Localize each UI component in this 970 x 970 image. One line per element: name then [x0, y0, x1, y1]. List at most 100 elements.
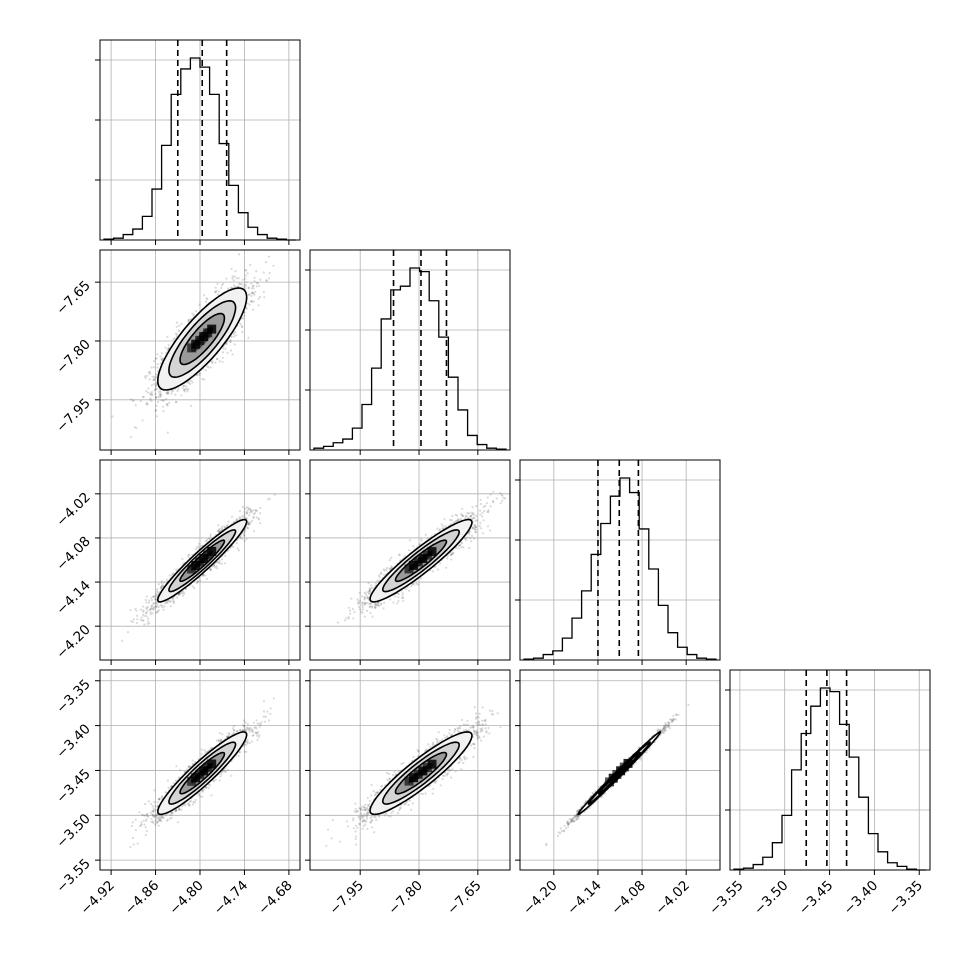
- sample-point: [144, 376, 147, 379]
- sample-point: [159, 395, 162, 398]
- sample-point: [250, 282, 253, 285]
- sample-point: [241, 537, 244, 540]
- sample-point: [143, 623, 146, 626]
- sample-point: [147, 620, 150, 623]
- sample-point: [249, 509, 253, 512]
- sample-point: [265, 279, 269, 282]
- sample-point: [142, 613, 145, 616]
- sample-point: [172, 597, 175, 601]
- sample-point: [234, 519, 238, 522]
- sample-point: [183, 384, 186, 388]
- sample-point: [248, 508, 251, 511]
- sample-point: [152, 366, 155, 369]
- sample-point: [214, 286, 217, 289]
- sample-point: [248, 303, 251, 306]
- sample-point: [168, 401, 171, 405]
- sample-point: [149, 372, 152, 375]
- sample-point: [131, 399, 134, 402]
- sample-point: [222, 347, 225, 350]
- sample-point: [250, 509, 253, 512]
- sample-point: [273, 493, 276, 496]
- sample-point: [160, 604, 163, 607]
- panel-frame: [99, 249, 301, 451]
- sample-point: [254, 509, 257, 512]
- sample-point: [225, 277, 228, 280]
- sample-point: [148, 622, 151, 625]
- sample-point: [265, 279, 268, 282]
- sample-point: [254, 509, 257, 512]
- density-core: [187, 324, 217, 353]
- sample-point: [182, 384, 185, 387]
- sample-point: [165, 578, 168, 581]
- sample-point: [217, 529, 220, 532]
- sample-point: [245, 281, 248, 284]
- sample-point: [241, 505, 244, 508]
- sample-point: [159, 355, 162, 358]
- sample-point: [149, 607, 152, 611]
- sample-point: [239, 517, 242, 520]
- sample-point: [166, 391, 169, 394]
- sample-point: [235, 277, 238, 280]
- sample-point: [166, 392, 169, 395]
- sample-point: [166, 402, 169, 406]
- sample-point: [249, 521, 252, 524]
- sample-point: [200, 544, 203, 548]
- sample-point: [221, 282, 225, 285]
- sample-point: [228, 340, 232, 343]
- sample-point: [147, 371, 150, 374]
- sample-point: [155, 384, 158, 387]
- sample-point: [232, 284, 236, 287]
- sample-point: [169, 600, 172, 603]
- sample-point: [206, 365, 209, 368]
- sample-point: [247, 286, 250, 289]
- sample-point: [204, 369, 207, 372]
- x-tick-label: −3.35: [885, 878, 926, 919]
- sample-point: [247, 523, 250, 526]
- sample-point: [134, 607, 137, 611]
- sample-point: [247, 522, 250, 525]
- sample-point: [177, 593, 180, 596]
- sample-point: [156, 353, 159, 356]
- sample-point: [235, 542, 238, 545]
- sample-point: [251, 285, 254, 288]
- sample-point: [155, 611, 159, 614]
- y-tick-label: −7.80: [53, 336, 94, 377]
- sample-point: [262, 290, 265, 293]
- sample-point: [181, 386, 184, 389]
- sample-point: [161, 606, 164, 609]
- sample-point: [199, 579, 202, 582]
- sample-point: [146, 609, 149, 613]
- sample-point: [165, 351, 168, 354]
- sample-point: [259, 278, 262, 281]
- sample-point: [243, 314, 246, 317]
- sample-point: [155, 396, 158, 399]
- sample-point: [189, 382, 192, 385]
- sample-point: [157, 605, 160, 608]
- sample-point: [221, 351, 225, 354]
- sample-point: [205, 577, 208, 580]
- sample-point: [184, 587, 188, 591]
- sample-point: [272, 264, 275, 267]
- sample-point: [255, 282, 259, 285]
- sample-point: [259, 512, 262, 515]
- y-tick-label: −7.65: [53, 278, 94, 319]
- sample-point: [151, 604, 154, 607]
- sample-point: [188, 553, 191, 556]
- sample-point: [176, 389, 179, 393]
- x-tick-label: −3.40: [841, 878, 882, 919]
- sample-point: [250, 287, 253, 290]
- sample-point: [217, 561, 220, 564]
- sample-point: [135, 426, 138, 429]
- sample-point: [201, 575, 204, 578]
- sample-point: [235, 334, 238, 337]
- sample-point: [194, 548, 197, 551]
- sample-point: [218, 562, 221, 565]
- sample-point: [247, 293, 250, 296]
- sample-point: [252, 515, 255, 519]
- sample-point: [146, 374, 149, 377]
- sample-point: [152, 602, 155, 605]
- sample-point: [223, 525, 226, 528]
- scatter-panel-2-0: −4.20−4.14−4.08−4.02: [53, 459, 301, 665]
- panel-content: [111, 253, 275, 439]
- sample-point: [180, 591, 183, 595]
